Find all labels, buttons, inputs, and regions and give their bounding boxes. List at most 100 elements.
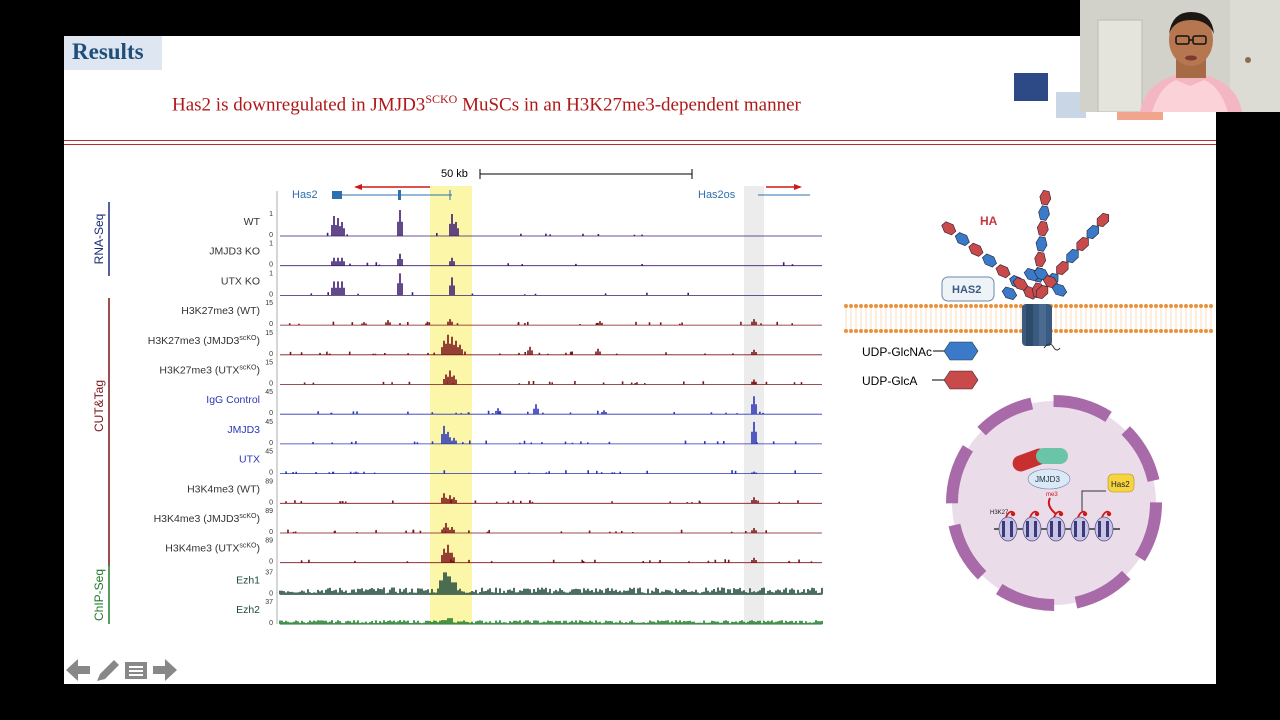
track-label: H3K27me3 (JMJD3scKO) (148, 335, 260, 347)
track: UTX 45 0 (239, 449, 822, 477)
track: H3K4me3 (UTXscKO) 89 0 (165, 538, 822, 566)
slide-menu-button[interactable] (122, 657, 150, 683)
prev-slide-button[interactable] (64, 657, 92, 683)
track-label-text: UTX KO (221, 275, 260, 287)
track-scale-min: 0 (269, 499, 273, 506)
slide-headline: Has2 is downregulated in JMJD3SCKO MuSCs… (172, 92, 801, 116)
track-label-sup: scKO (239, 335, 257, 342)
next-slide-button[interactable] (151, 657, 179, 683)
scale-bar-label: 50 kb (441, 168, 468, 180)
track-signal (288, 319, 793, 326)
track-label-text: H3K4me3 (UTX (165, 543, 239, 555)
track-label-end: ) (257, 513, 261, 525)
track-label: JMJD3 KO (209, 246, 260, 258)
track-scale-max: 37 (265, 599, 273, 606)
track-label-text: WT (244, 216, 261, 228)
track: H3K4me3 (WT) 89 0 (187, 478, 822, 506)
me3-label: me3 (1046, 492, 1058, 498)
group-label-chipseq: ChIP-Seq (92, 569, 106, 621)
track-signal (310, 273, 689, 296)
track-label-text: JMJD3 KO (209, 246, 260, 258)
track-scale-max: 45 (265, 389, 273, 396)
track: H3K27me3 (WT) 15 0 (181, 300, 822, 328)
track: H3K4me3 (JMJD3scKO) 89 0 (154, 508, 822, 536)
track-signal (317, 396, 764, 415)
demethylation-arrow (1047, 497, 1057, 515)
ha-synthesis-diagram: HA HAS2 UDP-GlcNAc UDP-GlcA JMJD3 me3 H3… (844, 189, 1213, 611)
track-label-text: Ezh2 (236, 604, 260, 616)
track-label-end: ) (257, 543, 261, 555)
track-label: H3K4me3 (UTXscKO) (165, 543, 260, 555)
track-label: H3K27me3 (UTXscKO) (159, 365, 260, 377)
highlight-has2-promoter (430, 186, 472, 624)
slide: Results Has2 is downregulated in JMJD3SC… (64, 36, 1216, 684)
h3k27-label: H3K27 (990, 510, 1009, 516)
legend-hex-red (943, 370, 979, 390)
track-scale-min: 0 (269, 232, 273, 239)
nucleosome-array (998, 510, 1114, 542)
has2-callout-label: HAS2 (952, 284, 981, 296)
track-label-end: ) (257, 365, 261, 377)
track-scale-max: 37 (265, 569, 273, 576)
webcam-overlay (1080, 0, 1280, 112)
track-scale-max: 45 (265, 419, 273, 426)
has2-promoter-arrow (1081, 490, 1106, 511)
nucleus: JMJD3 me3 H3K27 Has2 (946, 395, 1162, 611)
track-label: Ezh2 (236, 604, 260, 616)
legend-label-glcnac: UDP-GlcNAc (862, 345, 932, 359)
track-label-text: H3K27me3 (JMJD3 (148, 335, 240, 347)
figure: 50 kb Has2 Has2os RNA-Seq CUT&Tag ChIP-S… (92, 168, 1213, 627)
track-label: WT (244, 216, 261, 228)
headline-part-1: Has2 is downregulated in JMJD3 (172, 94, 426, 116)
track-label-text: Ezh1 (236, 574, 260, 586)
track-label-end: ) (257, 335, 261, 347)
track-scale-max: 1 (269, 211, 273, 218)
track-label: H3K27me3 (WT) (181, 305, 260, 317)
track-scale-max: 89 (265, 538, 273, 545)
track-label-sup: scKO (239, 543, 257, 550)
track-signal (331, 253, 794, 266)
track-signal (279, 572, 823, 595)
arrow-left-icon (66, 659, 90, 681)
legend-label-glca: UDP-GlcA (862, 374, 917, 388)
track: H3K27me3 (UTXscKO) 15 0 (159, 360, 822, 388)
track-label: UTX (239, 454, 260, 466)
track-signal (326, 210, 643, 236)
track-scale-min: 0 (269, 590, 273, 597)
track-scale-min: 0 (269, 470, 273, 477)
track-scale-max: 89 (265, 508, 273, 515)
track-signal (303, 370, 803, 385)
track-label-text: H3K4me3 (JMJD3 (154, 513, 240, 525)
track-scale-min: 0 (269, 351, 273, 358)
track-signal (312, 421, 797, 444)
group-label-cuttag: CUT&Tag (92, 380, 106, 432)
menu-icon (125, 662, 147, 679)
track-scale-max: 15 (265, 330, 273, 337)
headline-part-2: MuSCs in an H3K27me3-dependent manner (457, 94, 801, 116)
title-rule-bottom (64, 144, 1216, 145)
track-scale-max: 15 (265, 360, 273, 367)
track-label-sup: scKO (239, 513, 257, 520)
track-label-text: IgG Control (206, 394, 260, 406)
has2-channel (1022, 304, 1061, 351)
results-tab: Results (64, 36, 162, 70)
has2-callout (941, 276, 995, 302)
track-scale-min: 0 (269, 262, 273, 269)
track-signal (289, 334, 757, 355)
track-label: IgG Control (206, 394, 260, 406)
section-title: Results (72, 39, 144, 64)
track-label: H3K4me3 (WT) (187, 483, 260, 495)
legend-hex-blue (943, 341, 979, 361)
jmjd3-bubble (1027, 468, 1071, 490)
track-label-text: H3K4me3 (WT) (187, 483, 260, 495)
nucleus-envelope (946, 395, 1162, 611)
track-scale-min: 0 (269, 381, 273, 388)
track-scale-min: 0 (269, 291, 273, 298)
track: UTX KO 1 0 (221, 270, 822, 298)
pen-tool-button[interactable] (93, 657, 121, 683)
title-rule-top (64, 140, 1216, 141)
presenter-video (1080, 0, 1280, 112)
track-signal (300, 544, 813, 563)
track: Ezh1 37 0 (236, 569, 823, 597)
